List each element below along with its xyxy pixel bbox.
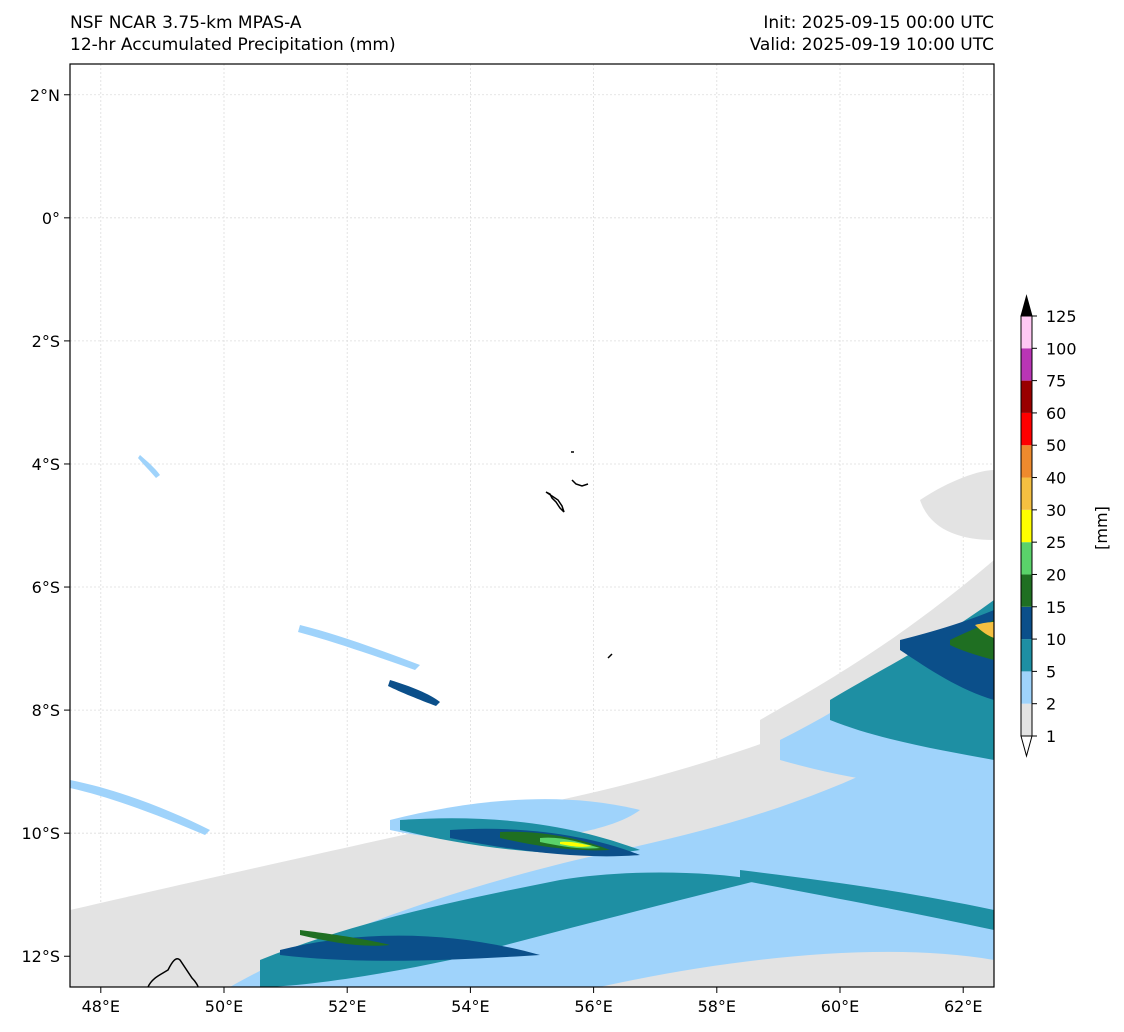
colorbar-frame — [1020, 315, 1033, 737]
coastlines — [147, 451, 613, 987]
valid-time: Valid: 2025-09-19 10:00 UTC — [749, 35, 994, 55]
colorbar-segment — [1021, 574, 1032, 607]
colorbar-tick-label: 5 — [1046, 662, 1056, 681]
colorbar-segment — [1021, 703, 1032, 736]
lat-tick-label: 2°N — [30, 86, 60, 105]
colorbar-segment — [1021, 606, 1032, 640]
colorbar-tick-label: 30 — [1046, 501, 1066, 520]
field-title: 12-hr Accumulated Precipitation (mm) — [70, 35, 396, 55]
lon-tick-label: 62°E — [944, 997, 982, 1016]
colorbar-extend-max — [1020, 294, 1033, 317]
colorbar-tick-label: 15 — [1046, 598, 1066, 617]
lat-tick-label: 0° — [42, 209, 60, 228]
lat-tick-label: 6°S — [32, 578, 60, 597]
colorbar-segment — [1021, 477, 1032, 510]
lat-tick-label: 2°S — [32, 332, 60, 351]
model-title: NSF NCAR 3.75-km MPAS-A — [70, 13, 302, 33]
colorbar-segment — [1021, 639, 1032, 672]
title-right: Init: 2025-09-15 00:00 UTC Valid: 2025-0… — [750, 12, 994, 56]
colorbar-segment — [1021, 509, 1032, 543]
lon-tick-label: 58°E — [698, 997, 736, 1016]
lon-tick-label: 50°E — [205, 997, 243, 1016]
lon-tick-label: 54°E — [451, 997, 489, 1016]
lat-tick-label: 4°S — [32, 455, 60, 474]
plot-frame — [69, 63, 995, 988]
precip-field — [70, 455, 994, 987]
lat-tick-label: 8°S — [32, 701, 60, 720]
colorbar-tick-label: 75 — [1046, 372, 1066, 391]
colorbar-extend-min — [1020, 735, 1033, 758]
map-plot-area — [70, 64, 994, 987]
lat-tick-label: 10°S — [21, 824, 60, 843]
colorbar-segment — [1021, 348, 1032, 381]
colorbar-segment — [1021, 445, 1032, 478]
axis-tick-marks — [64, 94, 964, 993]
lon-tick-label: 56°E — [574, 997, 612, 1016]
colorbar-tick-label: 10 — [1046, 630, 1066, 649]
colorbar-tick-label: 20 — [1046, 565, 1066, 584]
colorbar-tick-label: 125 — [1046, 307, 1077, 326]
lat-tick-label: 12°S — [21, 947, 60, 966]
colorbar-unit-label: [mm] — [1092, 506, 1111, 550]
colorbar-segment — [1021, 316, 1032, 349]
colorbar-tick-label: 100 — [1046, 339, 1077, 358]
lon-tick-label: 48°E — [82, 997, 120, 1016]
colorbar-tick-label: 25 — [1046, 533, 1066, 552]
colorbar-tick-label: 50 — [1046, 436, 1066, 455]
colorbar-tick-label: 2 — [1046, 695, 1056, 714]
colorbar-tick-label: 40 — [1046, 469, 1066, 488]
colorbar-tick-label: 60 — [1046, 404, 1066, 423]
init-time: Init: 2025-09-15 00:00 UTC — [763, 13, 994, 33]
axis-tick-labels: 48°E 50°E 52°E 54°E 56°E 58°E 60°E 62°E 2°N 0° 2°S… — [21, 86, 982, 1016]
colorbar-tick-label: 1 — [1046, 727, 1056, 746]
colorbar-segment — [1021, 542, 1032, 575]
colorbar-segment — [1021, 412, 1032, 446]
colorbar-segment — [1021, 380, 1032, 413]
title-left: NSF NCAR 3.75-km MPAS-A 12-hr Accumulate… — [70, 12, 396, 56]
colorbar-segment — [1021, 671, 1032, 704]
lon-tick-label: 52°E — [328, 997, 366, 1016]
lon-tick-label: 60°E — [821, 997, 859, 1016]
